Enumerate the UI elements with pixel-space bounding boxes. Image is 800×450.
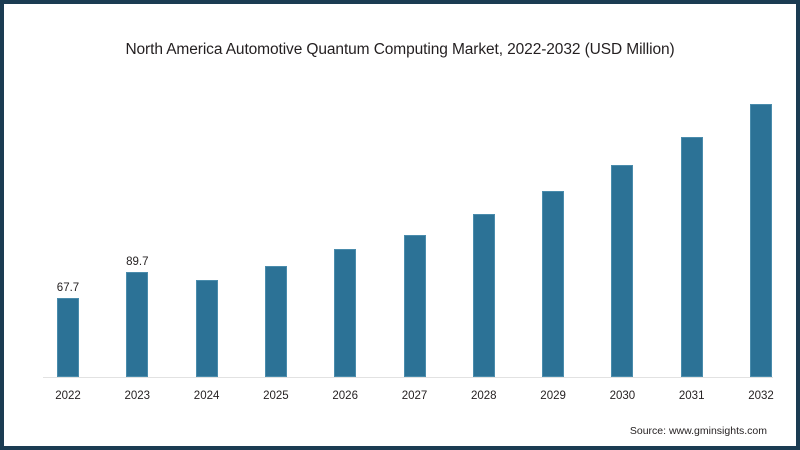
x-tick-label-2024: 2024 xyxy=(193,390,220,402)
bar-2030 xyxy=(611,164,634,377)
x-tick-label-2025: 2025 xyxy=(263,390,289,402)
chart-title: North America Automotive Quantum Computi… xyxy=(125,41,675,58)
source-note: Source: www.gminsights.com xyxy=(629,425,767,437)
plot-area: North America Automotive Quantum Computi… xyxy=(7,7,793,443)
x-tick-label-2027: 2027 xyxy=(401,390,428,402)
x-tick-label-2031: 2031 xyxy=(678,390,705,402)
x-tick-label-2030: 2030 xyxy=(609,390,636,402)
x-tick-label-2028: 2028 xyxy=(471,390,497,402)
x-axis-line xyxy=(43,377,773,378)
bar-2029 xyxy=(542,190,565,377)
bar-2023 xyxy=(126,272,149,377)
bar-2031 xyxy=(680,137,703,377)
bar-value-label-2023: 89.7 xyxy=(126,256,149,269)
x-tick-label-2023: 2023 xyxy=(124,390,151,402)
bars-layer: 67.7 2022 89.7 2023 2024 2025 2026 2027 2028 2029… xyxy=(7,7,793,443)
bar-2027 xyxy=(403,234,426,377)
x-tick-label-2022: 2022 xyxy=(55,390,81,402)
bar-2024 xyxy=(195,279,218,377)
x-tick-label-2029: 2029 xyxy=(540,390,566,402)
bar-2028 xyxy=(472,214,495,377)
x-tick-label-2026: 2026 xyxy=(332,390,358,402)
bar-2026 xyxy=(334,249,357,377)
bar-2025 xyxy=(264,265,287,377)
bar-value-label-2022: 67.7 xyxy=(56,282,80,295)
x-tick-label-2032: 2032 xyxy=(748,390,774,402)
bar-2022 xyxy=(57,298,79,377)
bar-2032 xyxy=(750,104,772,377)
